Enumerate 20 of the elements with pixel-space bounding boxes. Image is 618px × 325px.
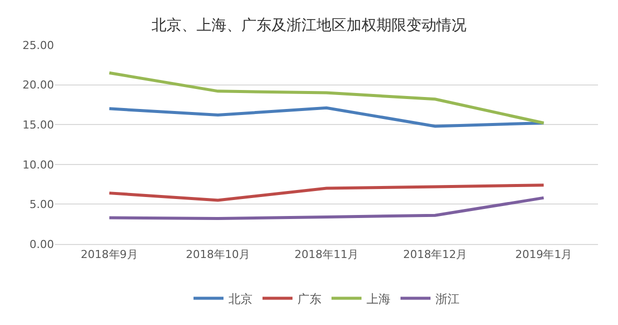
line-series: [108, 196, 546, 220]
x-tick-label: 2018年12月: [403, 248, 468, 262]
y-tick-label: 25.00: [22, 38, 54, 52]
legend-label: 上海: [366, 292, 390, 306]
x-tick-label: 2018年9月: [80, 248, 138, 262]
y-tick-label: 5.00: [30, 198, 54, 212]
chart-title: 北京、上海、广东及浙江地区加权期限变动情况: [152, 16, 466, 34]
legend-label: 北京: [228, 292, 252, 306]
line-series: [108, 184, 546, 202]
y-tick-label: 20.00: [22, 78, 54, 92]
x-tick-label: 2018年11月: [294, 248, 358, 262]
legend-label: 广东: [298, 292, 322, 306]
y-tick-label: 10.00: [22, 158, 54, 172]
y-tick-label: 15.00: [22, 118, 54, 132]
line-series: [108, 106, 546, 128]
line-series: [108, 71, 546, 125]
x-tick-label: 2019年1月: [515, 248, 572, 262]
x-tick-label: 2018年10月: [186, 248, 250, 262]
y-tick-label: 0.00: [30, 238, 54, 251]
legend-label: 浙江: [436, 292, 460, 306]
